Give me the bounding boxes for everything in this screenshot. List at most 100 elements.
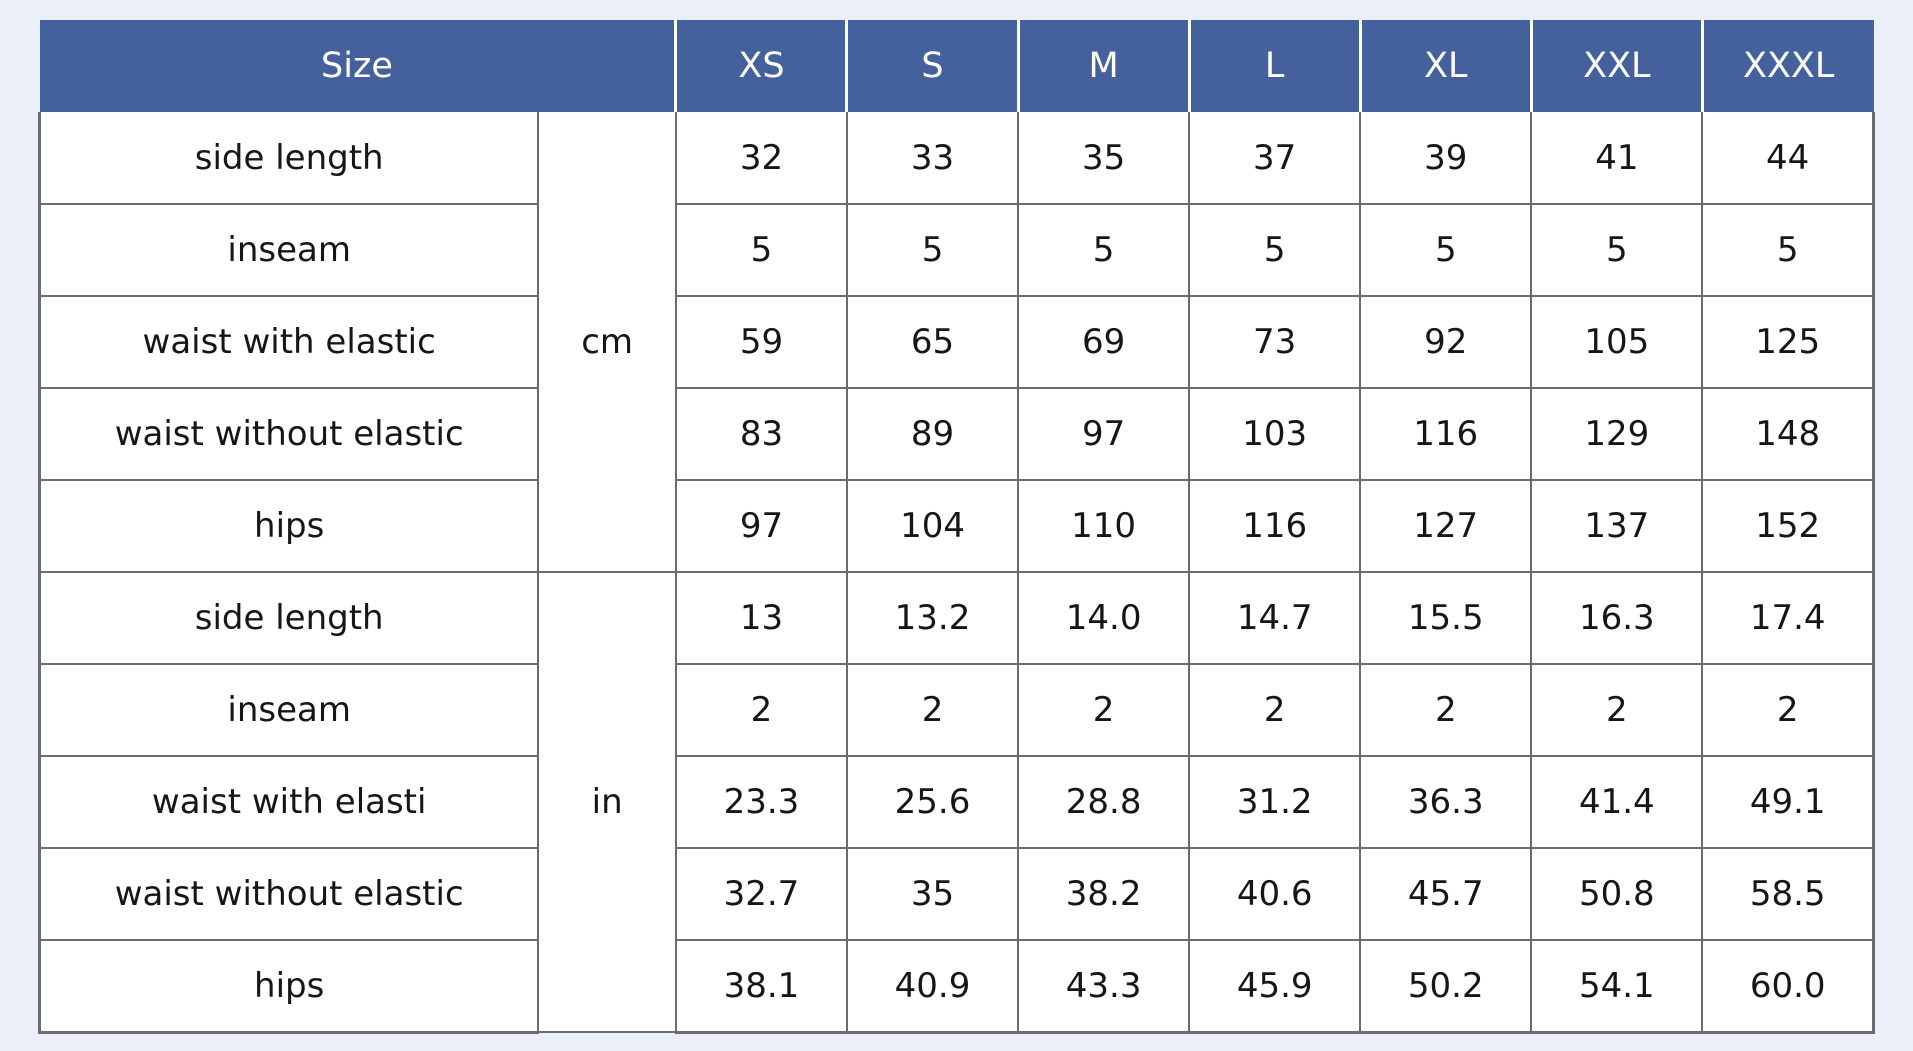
value-cell: 17.4 — [1701, 571, 1876, 665]
value-cell: 41.4 — [1530, 755, 1704, 849]
value-cell: 89 — [845, 387, 1020, 481]
table-row: waist without elastic 32.7 35 38.2 40.6 45.7 5… — [38, 847, 1876, 941]
value-cell: 32 — [674, 112, 848, 205]
value-cell: 13.2 — [845, 571, 1020, 665]
value-cell: 28.8 — [1017, 755, 1191, 849]
measurement-label: hips — [38, 479, 540, 573]
value-cell: 2 — [1701, 663, 1876, 757]
value-cell: 40.6 — [1188, 847, 1362, 941]
value-cell: 44 — [1701, 112, 1876, 205]
measurement-label: side length — [38, 112, 540, 205]
value-cell: 58.5 — [1701, 847, 1876, 941]
value-cell: 2 — [845, 663, 1020, 757]
value-cell: 2 — [674, 663, 848, 757]
value-cell: 25.6 — [845, 755, 1020, 849]
value-cell: 59 — [674, 295, 848, 389]
value-cell: 103 — [1188, 387, 1362, 481]
size-column-header-xs: XS — [674, 20, 847, 112]
value-cell: 45.9 — [1188, 939, 1362, 1034]
value-cell: 5 — [1017, 203, 1191, 297]
size-column-header-m: M — [1016, 20, 1190, 112]
value-cell: 13 — [674, 571, 848, 665]
size-column-header-xxl: XXL — [1529, 20, 1703, 112]
measurement-label: waist with elastic — [38, 295, 540, 389]
value-cell: 36.3 — [1359, 755, 1533, 849]
measurement-label: hips — [38, 939, 540, 1034]
unit-cell-cm: cm — [537, 112, 677, 573]
table-row: waist with elastic 59 65 69 73 92 105 125 — [38, 295, 1876, 389]
value-cell: 50.2 — [1359, 939, 1533, 1034]
value-cell: 38.1 — [674, 939, 848, 1034]
measurement-label: waist with elasti — [38, 755, 540, 849]
value-cell: 148 — [1701, 387, 1876, 481]
value-cell: 35 — [845, 847, 1020, 941]
table-row: side length cm 32 33 35 37 39 41 44 — [38, 112, 1876, 573]
value-cell: 125 — [1701, 295, 1876, 389]
value-cell: 2 — [1359, 663, 1533, 757]
unit-cell-in: in — [537, 571, 677, 1033]
size-column-header-xl: XL — [1358, 20, 1532, 112]
value-cell: 5 — [1701, 203, 1876, 297]
value-cell: 5 — [1530, 203, 1704, 297]
value-cell: 127 — [1359, 479, 1533, 573]
value-cell: 152 — [1701, 479, 1876, 573]
measurement-label: inseam — [38, 663, 540, 757]
value-cell: 110 — [1017, 479, 1191, 573]
value-cell: 65 — [845, 295, 1020, 389]
value-cell: 104 — [845, 479, 1020, 573]
value-cell: 14.0 — [1017, 571, 1191, 665]
value-cell: 15.5 — [1359, 571, 1533, 665]
value-cell: 31.2 — [1188, 755, 1362, 849]
value-cell: 32.7 — [674, 847, 848, 941]
table-row: waist with elasti 23.3 25.6 28.8 31.2 36.3 41.… — [38, 755, 1876, 849]
value-cell: 83 — [674, 387, 848, 481]
value-cell: 137 — [1530, 479, 1704, 573]
value-cell: 50.8 — [1530, 847, 1704, 941]
measurement-label: waist without elastic — [38, 387, 540, 481]
measurement-label: side length — [38, 571, 540, 665]
table-row: hips 38.1 40.9 43.3 45.9 50.2 54.1 60.0 — [38, 939, 1876, 1034]
value-cell: 37 — [1188, 112, 1362, 205]
value-cell: 23.3 — [674, 755, 848, 849]
size-chart-table: Size XS S M L XL XXL XXXL side length cm 3… — [38, 20, 1876, 1034]
value-cell: 97 — [674, 479, 848, 573]
measurement-label: waist without elastic — [38, 847, 540, 941]
table-row: inseam 2 2 2 2 2 2 2 — [38, 663, 1876, 757]
value-cell: 2 — [1530, 663, 1704, 757]
table-row: waist without elastic 83 89 97 103 116 129 148 — [38, 387, 1876, 481]
table-row: inseam 5 5 5 5 5 5 5 — [38, 203, 1876, 297]
value-cell: 16.3 — [1530, 571, 1704, 665]
value-cell: 92 — [1359, 295, 1533, 389]
value-cell: 14.7 — [1188, 571, 1362, 665]
table-row: side length in 13 13.2 14.0 14.7 15.5 16.3 17.4 — [38, 571, 1876, 1033]
size-column-header-xxxl: XXXL — [1700, 20, 1874, 112]
value-cell: 5 — [1188, 203, 1362, 297]
value-cell: 5 — [674, 203, 848, 297]
value-cell: 35 — [1017, 112, 1191, 205]
value-cell: 39 — [1359, 112, 1533, 205]
size-column-header-s: S — [845, 20, 1019, 112]
table-header: Size XS S M L XL XXL XXXL — [39, 20, 1874, 112]
value-cell: 45.7 — [1359, 847, 1533, 941]
value-cell: 33 — [845, 112, 1020, 205]
value-cell: 5 — [845, 203, 1020, 297]
value-cell: 38.2 — [1017, 847, 1191, 941]
size-column-header-l: L — [1187, 20, 1361, 112]
measurement-label: inseam — [38, 203, 540, 297]
value-cell: 116 — [1188, 479, 1362, 573]
value-cell: 41 — [1530, 112, 1704, 205]
value-cell: 105 — [1530, 295, 1704, 389]
value-cell: 54.1 — [1530, 939, 1704, 1034]
value-cell: 97 — [1017, 387, 1191, 481]
header-row: Size XS S M L XL XXL XXXL — [39, 20, 1874, 112]
value-cell: 2 — [1188, 663, 1362, 757]
value-cell: 5 — [1359, 203, 1533, 297]
value-cell: 2 — [1017, 663, 1191, 757]
value-cell: 129 — [1530, 387, 1704, 481]
value-cell: 73 — [1188, 295, 1362, 389]
table-row: hips 97 104 110 116 127 137 152 — [38, 479, 1876, 573]
value-cell: 43.3 — [1017, 939, 1191, 1034]
value-cell: 69 — [1017, 295, 1191, 389]
header-size-cell: Size — [39, 20, 676, 112]
